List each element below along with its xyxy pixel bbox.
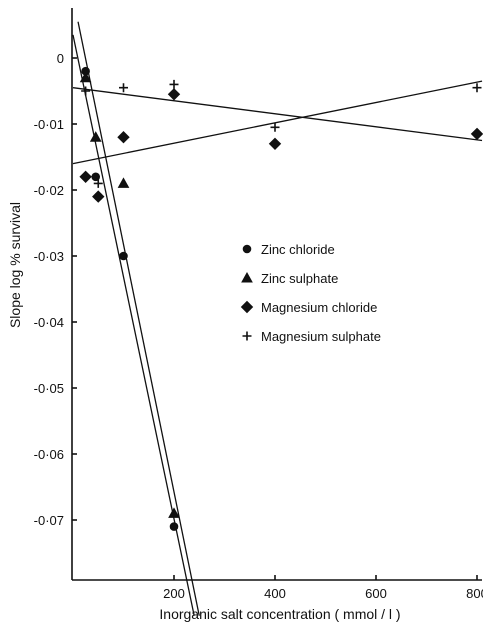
zinc-chloride-fit-line: [72, 34, 195, 616]
y-tick-label: -0·06: [34, 447, 64, 462]
y-tick-label: -0·05: [34, 381, 64, 396]
magnesium-sulphate-point: [81, 86, 91, 96]
legend-marker-zinc-sulphate: [241, 271, 253, 283]
x-tick-label: 200: [163, 586, 185, 601]
zinc-chloride-point: [169, 522, 179, 531]
zinc-sulphate-point: [89, 131, 102, 142]
magnesium-chloride-point: [79, 170, 92, 184]
legend-label-zinc-sulphate: Zinc sulphate: [261, 271, 338, 286]
y-axis-title: Slope log % survival: [7, 202, 23, 328]
zinc-sulphate-point: [79, 71, 92, 83]
magnesium-sulphate-point: [119, 83, 128, 93]
magnesium-chloride-point: [117, 130, 130, 144]
magnesium-sulphate-point: [472, 83, 482, 93]
y-tick-label: -0·07: [34, 513, 64, 528]
magnesium-chloride-point: [92, 190, 105, 203]
y-tick-label: -0·03: [34, 249, 64, 264]
magnesium-chloride-fit-line: [72, 87, 483, 142]
x-tick-label: 400: [264, 586, 286, 601]
zinc-chloride-point: [119, 251, 128, 261]
fit-lines: [72, 21, 483, 616]
magnesium-sulphate-point: [93, 178, 103, 188]
zinc-chloride-point: [91, 172, 101, 182]
x-tick-label: 800: [466, 586, 483, 601]
y-tick-label: 0: [57, 51, 64, 66]
zinc-sulphate-point: [168, 507, 180, 518]
magnesium-sulphate-point: [270, 122, 280, 132]
legend-label-magnesium-chloride: Magnesium chloride: [261, 300, 377, 315]
axes: 0 -0·01 -0·02 -0·03 -0·04 -0·05 -0·06 -0·07 200 4…: [34, 8, 483, 601]
magnesium-chloride-point: [470, 127, 483, 141]
zinc-sulphate-fit-line: [77, 21, 200, 616]
legend-marker-magnesium-sulphate: [242, 331, 252, 341]
legend-label-zinc-chloride: Zinc chloride: [261, 242, 335, 257]
legend-marker-zinc-chloride: [242, 244, 252, 254]
legend-marker-magnesium-chloride: [240, 300, 254, 314]
y-tick-label: -0·01: [34, 117, 64, 132]
magnesium-sulphate-point: [169, 79, 179, 89]
magnesium-chloride-point: [167, 88, 181, 101]
magnesium-sulphate-fit-line: [72, 80, 483, 165]
zinc-sulphate-point: [117, 177, 130, 188]
magnesium-chloride-point: [268, 137, 282, 151]
data-points: [79, 66, 483, 531]
x-axis-title: Inorganic salt concentration ( mmol / l …: [159, 606, 400, 622]
legend: Zinc chloride Zinc sulphate Magnesium chlo…: [240, 242, 381, 344]
y-tick-label: -0·02: [34, 183, 64, 198]
x-tick-label: 600: [365, 586, 387, 601]
y-tick-label: -0·04: [34, 315, 64, 330]
legend-label-magnesium-sulphate: Magnesium sulphate: [261, 329, 381, 344]
